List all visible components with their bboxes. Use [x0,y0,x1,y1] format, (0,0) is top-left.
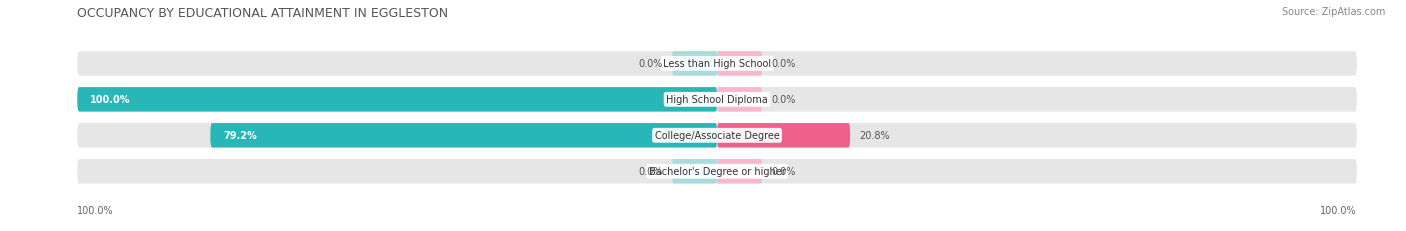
FancyBboxPatch shape [77,124,1357,148]
FancyBboxPatch shape [211,124,717,148]
Text: College/Associate Degree: College/Associate Degree [655,131,779,141]
FancyBboxPatch shape [717,124,851,148]
Text: 100.0%: 100.0% [1320,205,1357,215]
FancyBboxPatch shape [717,88,762,112]
Text: Source: ZipAtlas.com: Source: ZipAtlas.com [1281,7,1385,17]
FancyBboxPatch shape [77,52,1357,76]
FancyBboxPatch shape [77,88,1357,112]
Text: 20.8%: 20.8% [859,131,890,141]
Text: Less than High School: Less than High School [664,59,770,69]
FancyBboxPatch shape [717,159,762,184]
FancyBboxPatch shape [77,88,717,112]
Text: 100.0%: 100.0% [77,205,114,215]
Text: 0.0%: 0.0% [772,95,796,105]
Text: 0.0%: 0.0% [772,59,796,69]
Text: 0.0%: 0.0% [772,167,796,176]
Text: 0.0%: 0.0% [638,167,662,176]
Text: 0.0%: 0.0% [638,59,662,69]
Text: 100.0%: 100.0% [90,95,131,105]
FancyBboxPatch shape [77,159,1357,184]
FancyBboxPatch shape [717,52,762,76]
Text: 79.2%: 79.2% [224,131,257,141]
FancyBboxPatch shape [672,52,717,76]
Text: OCCUPANCY BY EDUCATIONAL ATTAINMENT IN EGGLESTON: OCCUPANCY BY EDUCATIONAL ATTAINMENT IN E… [77,7,449,20]
Text: High School Diploma: High School Diploma [666,95,768,105]
FancyBboxPatch shape [672,159,717,184]
Text: Bachelor's Degree or higher: Bachelor's Degree or higher [648,167,786,176]
